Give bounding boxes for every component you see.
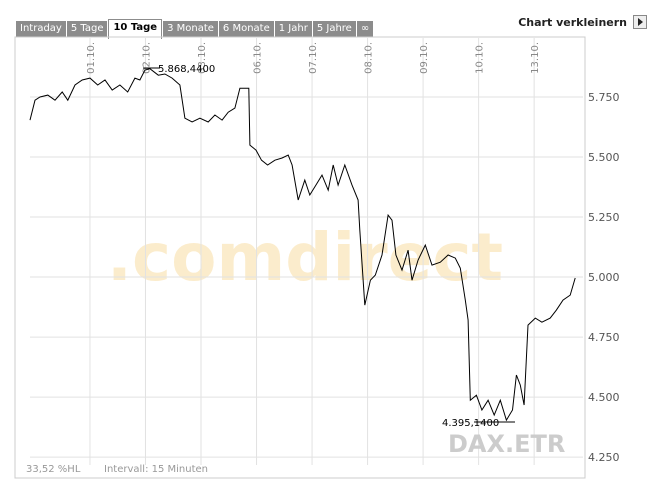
y-tick-label: 4.250 [588, 451, 620, 464]
tab[interactable]: 5 Jahre [312, 21, 356, 37]
x-tick-label: 06.10. [253, 42, 264, 74]
tab[interactable]: 3 Monate [163, 21, 218, 37]
max-annotation: 5.868,4400 [158, 64, 215, 75]
footer-hl: 33,52 %HL [26, 464, 81, 475]
shrink-button[interactable]: Chart verkleinern [518, 15, 647, 29]
x-tick-label: 10.10. [475, 42, 486, 74]
x-tick-label: 01.10. [86, 42, 97, 74]
watermark: .comdirect [107, 219, 503, 296]
y-tick-label: 4.500 [588, 391, 620, 404]
y-tick-label: 5.000 [588, 271, 620, 284]
x-tick-label: 09.10. [419, 42, 430, 74]
tab-bar: Intraday 5 Tage 10 Tage 3 Monate 6 Monate 1 J… [16, 19, 374, 39]
price-line [29, 68, 576, 422]
tab[interactable]: 1 Jahr [274, 21, 312, 37]
tab[interactable]: ∞ [356, 21, 374, 37]
min-annotation: 4.395,1400 [442, 418, 499, 429]
x-tick-label: 07.10. [308, 42, 319, 74]
chart-frame [14, 36, 586, 479]
y-tick-label: 5.250 [588, 211, 620, 224]
y-tick-label: 5.750 [588, 91, 620, 104]
button-label[interactable]: Chart verkleinern [518, 15, 627, 29]
symbol-label: DAX.ETR [448, 430, 565, 458]
y-tick-label: 5.500 [588, 151, 620, 164]
x-tick-label: 13.10. [530, 42, 541, 74]
x-tick-label: 08.10. [364, 42, 375, 74]
button-icon[interactable] [633, 15, 647, 29]
tab[interactable]: 5 Tage [66, 21, 108, 37]
tab[interactable]: Intraday [16, 21, 66, 37]
x-tick-label: 03.10. [197, 42, 208, 74]
footer-interval: Intervall: 15 Minuten [104, 464, 208, 475]
tab[interactable]: 10 Tage [108, 19, 163, 39]
tab[interactable]: 6 Monate [218, 21, 274, 37]
y-tick-label: 4.750 [588, 331, 620, 344]
x-tick-label: 02.10. [141, 42, 152, 74]
